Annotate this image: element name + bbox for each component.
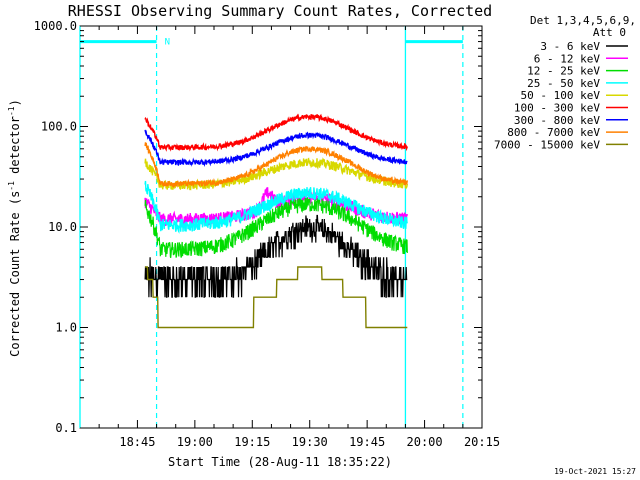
y-label-part1: Corrected Count Rate (s — [8, 191, 22, 357]
y-tick-label-2: 10.0 — [48, 220, 77, 234]
x-tick-label-1: 19:00 — [177, 435, 213, 449]
legend-label-7: 800 - 7000 keV — [507, 126, 600, 139]
series-line-2 — [144, 197, 408, 258]
series-line-0 — [144, 214, 408, 298]
legend-header-detectors: Det 1,3,4,5,6,9, — [530, 14, 636, 27]
y-tick-label-4: 0.1 — [55, 421, 77, 435]
series-line-3 — [144, 180, 408, 234]
x-axis-label: Start Time (28-Aug-11 18:35:22) — [168, 455, 392, 469]
chart-title: RHESSI Observing Summary Count Rates, Co… — [68, 2, 492, 20]
y-tick-label-0: 1000.0 — [34, 19, 77, 33]
plot-area: N — [79, 25, 483, 429]
axis-ticks: 1000.0 100.0 10.0 1.0 0.1 18:45 19:00 19:15 19:3… — [34, 19, 500, 449]
y-label-part2: detector — [8, 116, 22, 181]
series-line-7 — [144, 142, 408, 189]
x-tick-label-0: 18:45 — [119, 435, 155, 449]
series-line-8 — [145, 266, 408, 329]
y-axis-label: Corrected Count Rate (s-1 detector-1) — [7, 99, 22, 357]
timestamp: 19-Oct-2021 15:27 — [554, 467, 636, 476]
legend-header-attenuator: Att 0 — [593, 26, 626, 39]
legend-label-2: 12 - 25 keV — [527, 65, 600, 78]
y-tick-label-3: 1.0 — [55, 321, 77, 335]
x-tick-label-5: 20:00 — [407, 435, 443, 449]
y-label-part3: ) — [8, 99, 22, 106]
legend-label-8: 7000 - 15000 keV — [494, 138, 600, 151]
x-tick-label-2: 19:15 — [234, 435, 270, 449]
x-tick-label-3: 19:30 — [292, 435, 328, 449]
legend-label-6: 300 - 800 keV — [514, 114, 600, 127]
legend-label-5: 100 - 300 keV — [514, 102, 600, 115]
y-tick-label-1: 100.0 — [41, 120, 77, 134]
flag-bar-label-0: N — [165, 38, 170, 48]
y-label-sup1: -1 — [7, 181, 16, 191]
legend-label-4: 50 - 100 keV — [521, 89, 601, 102]
x-tick-label-6: 20:15 — [464, 435, 500, 449]
series-line-6 — [144, 129, 408, 167]
x-tick-label-4: 19:45 — [349, 435, 385, 449]
series-line-4 — [144, 157, 408, 191]
legend-label-0: 3 - 6 keV — [540, 40, 600, 53]
legend-label-3: 25 - 50 keV — [527, 77, 600, 90]
series-line-5 — [144, 113, 408, 152]
legend-label-1: 6 - 12 keV — [534, 52, 601, 65]
y-label-sup2: -1 — [7, 106, 16, 116]
